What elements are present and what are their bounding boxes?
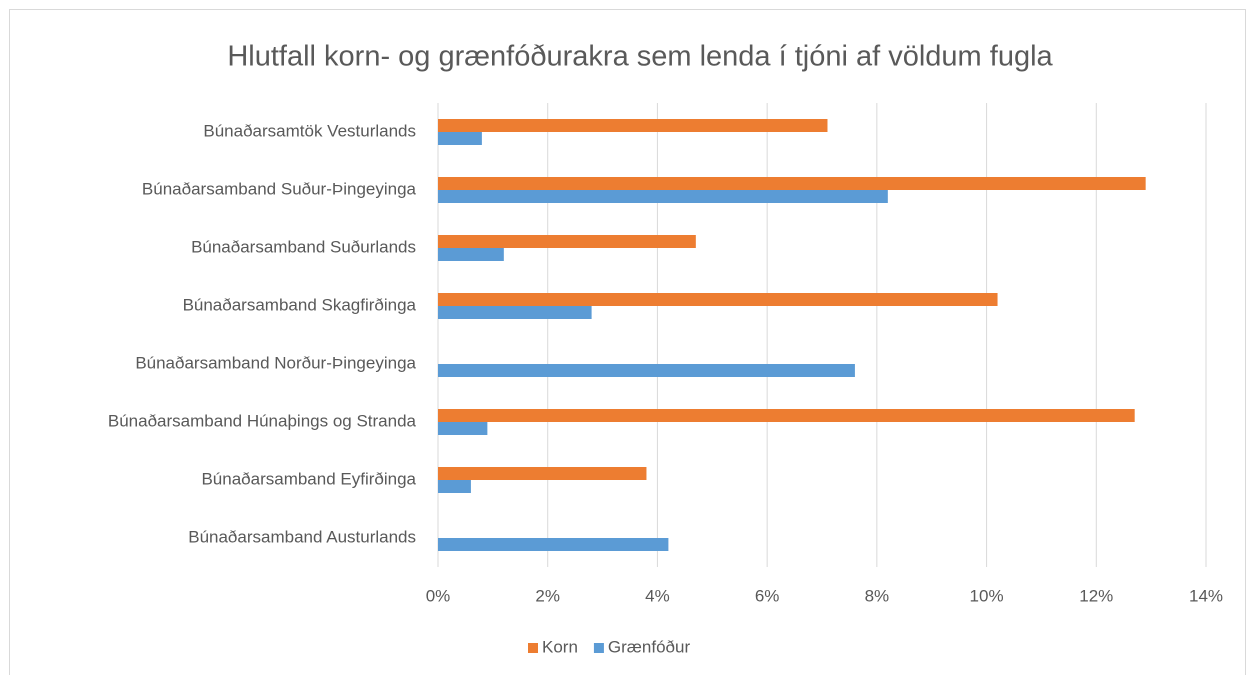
y-tick-label: Búnaðarsamtök Vesturlands bbox=[203, 121, 416, 140]
x-tick-label: 14% bbox=[1189, 586, 1223, 605]
y-tick-label: Búnaðarsamband Húnaþings og Stranda bbox=[108, 411, 417, 430]
bar bbox=[438, 409, 1135, 422]
y-tick-label: Búnaðarsamband Suðurlands bbox=[191, 237, 416, 256]
bar bbox=[438, 119, 828, 132]
bar bbox=[438, 306, 592, 319]
y-tick-label: Búnaðarsamband Norður-Þingeyinga bbox=[135, 353, 416, 372]
legend-label: Grænfóður bbox=[608, 637, 691, 656]
y-tick-label: Búnaðarsamband Eyfirðinga bbox=[201, 469, 416, 488]
bar bbox=[438, 235, 696, 248]
legend-swatch bbox=[528, 643, 538, 653]
x-tick-label: 4% bbox=[645, 586, 670, 605]
chart-frame bbox=[9, 9, 1246, 675]
y-tick-label: Búnaðarsamband Austurlands bbox=[188, 527, 416, 546]
bar bbox=[438, 293, 998, 306]
bar bbox=[438, 190, 888, 203]
x-tick-label: 10% bbox=[970, 586, 1004, 605]
legend-swatch bbox=[593, 643, 604, 653]
bar bbox=[438, 422, 488, 435]
chart-title: Hlutfall korn- og grænfóðurakra sem lend… bbox=[227, 41, 1053, 73]
bar bbox=[438, 480, 471, 493]
bar bbox=[438, 132, 482, 145]
bar bbox=[438, 364, 855, 377]
x-tick-label: 8% bbox=[865, 586, 890, 605]
x-tick-label: 2% bbox=[535, 586, 560, 605]
bar bbox=[438, 467, 647, 480]
x-tick-label: 6% bbox=[755, 586, 780, 605]
bar bbox=[438, 248, 504, 261]
y-tick-label: Búnaðarsamband Suður-Þingeyinga bbox=[142, 179, 417, 198]
y-tick-label: Búnaðarsamband Skagfirðinga bbox=[183, 295, 417, 314]
legend-label: Korn bbox=[542, 637, 578, 656]
x-tick-label: 0% bbox=[426, 586, 451, 605]
x-tick-label: 12% bbox=[1079, 586, 1113, 605]
bar bbox=[438, 177, 1146, 190]
bar bbox=[438, 538, 669, 551]
